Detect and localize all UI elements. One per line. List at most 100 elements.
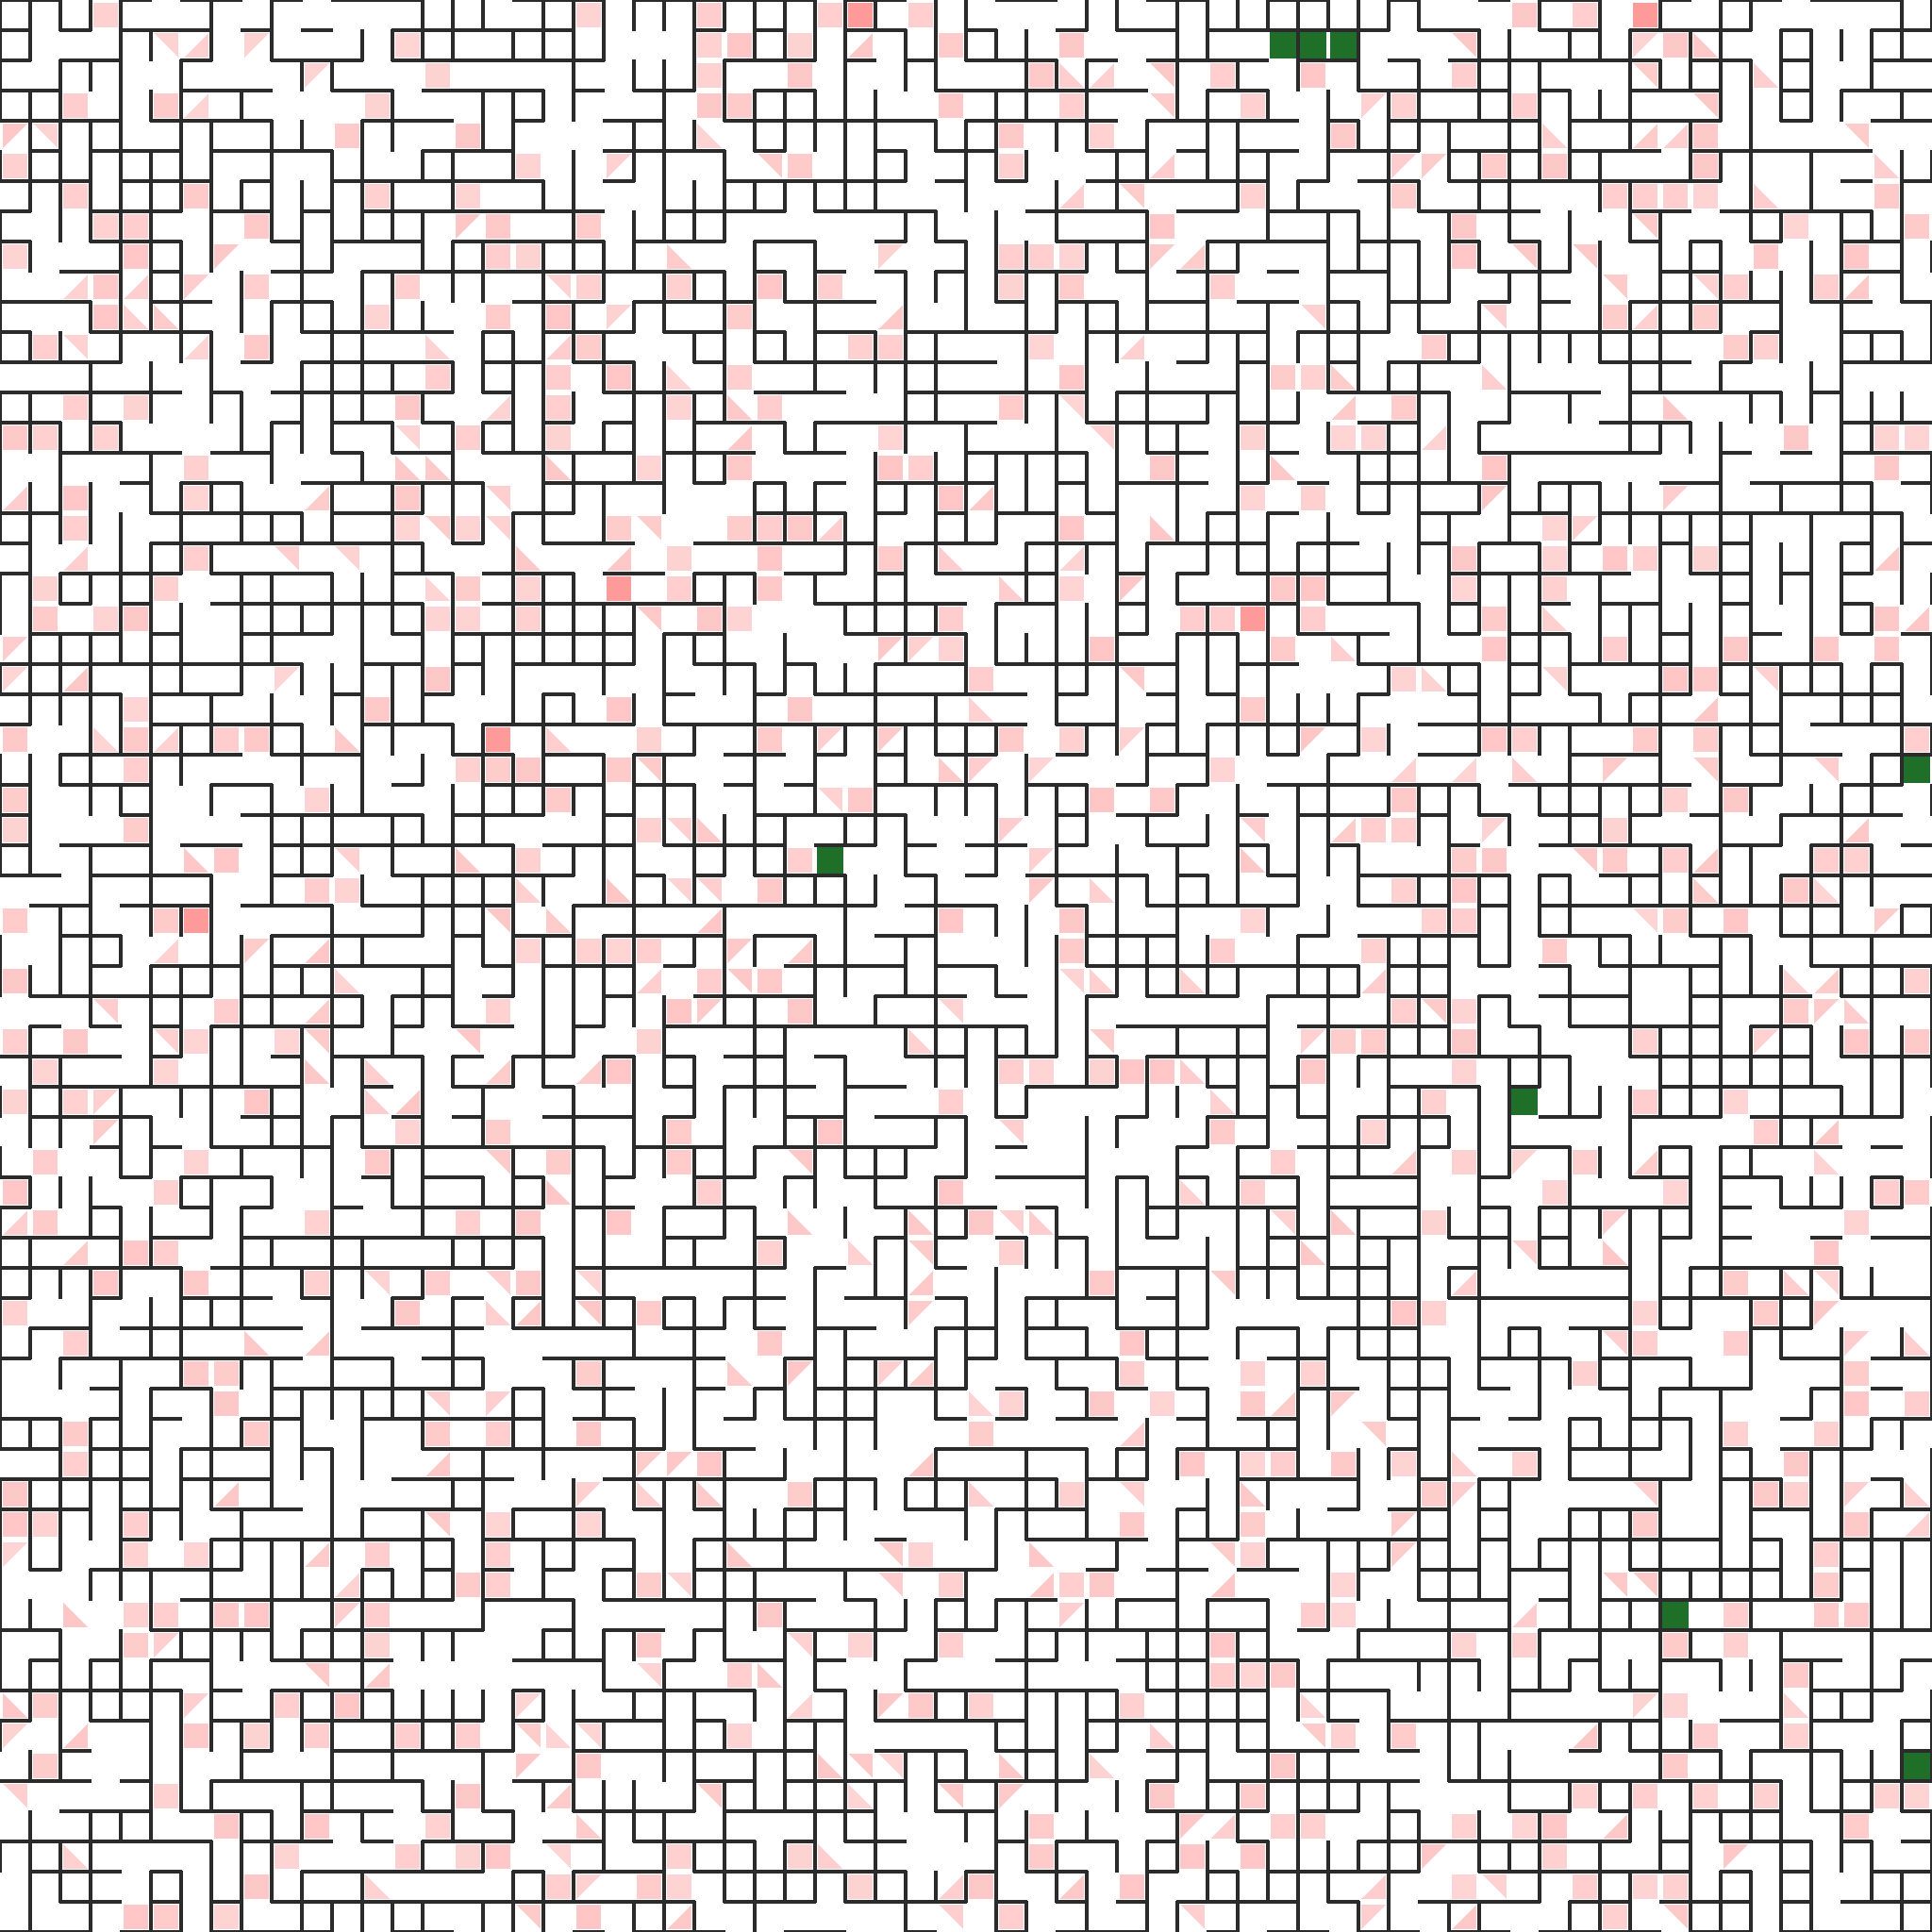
wall-horizontal (1478, 813, 1510, 817)
wall-horizontal (361, 270, 393, 274)
visited-cell (848, 1754, 873, 1778)
wall-horizontal (1448, 481, 1480, 485)
wall-horizontal (844, 1175, 876, 1179)
wall-horizontal (633, 1930, 665, 1932)
wall-horizontal (271, 1900, 303, 1904)
wall-horizontal (271, 1387, 303, 1391)
green-cell[interactable] (817, 847, 843, 874)
wall-horizontal (1207, 1900, 1239, 1904)
visited-cell (516, 1693, 541, 1718)
wall-vertical (1024, 633, 1028, 665)
wall-horizontal (1327, 1900, 1359, 1904)
wall-horizontal (1086, 934, 1118, 938)
wall-vertical (481, 1569, 485, 1601)
wall-horizontal (59, 391, 92, 394)
wall-vertical (360, 1871, 364, 1903)
wall-horizontal (754, 149, 786, 153)
wall-horizontal (1659, 541, 1691, 545)
wall-vertical (934, 1629, 938, 1661)
wall-vertical (964, 422, 968, 454)
wall-vertical (1175, 1569, 1179, 1601)
wall-vertical (964, 1569, 968, 1601)
wall-vertical (1055, 935, 1058, 967)
wall-horizontal (0, 1447, 31, 1451)
visited-cell (1391, 1150, 1416, 1174)
visited-cell (63, 516, 88, 541)
wall-horizontal (180, 28, 212, 32)
wall-horizontal (1297, 964, 1329, 968)
visited-cell (1603, 848, 1627, 873)
green-cell[interactable] (1511, 1089, 1538, 1115)
wall-vertical (179, 1750, 183, 1782)
visited-cell (1331, 425, 1356, 450)
wall-horizontal (1659, 1568, 1691, 1572)
wall-vertical (843, 1448, 847, 1480)
wall-vertical (723, 965, 726, 997)
wall-vertical (28, 814, 32, 846)
visited-cell (335, 848, 359, 873)
wall-vertical (1175, 1297, 1179, 1329)
wall-vertical (89, 59, 92, 92)
green-cell[interactable] (1330, 32, 1357, 58)
wall-vertical (632, 995, 636, 1027)
wall-vertical (511, 120, 515, 152)
wall-horizontal (1448, 1930, 1480, 1932)
wall-horizontal (1750, 1507, 1782, 1511)
wall-horizontal (693, 451, 725, 455)
wall-horizontal (150, 632, 182, 636)
wall-horizontal (905, 1658, 937, 1662)
wall-vertical (89, 633, 92, 665)
wall-horizontal (59, 934, 92, 938)
wall-vertical (964, 452, 968, 484)
visited-cell (1693, 124, 1718, 148)
wall-horizontal (1629, 874, 1661, 877)
wall-horizontal (241, 1417, 273, 1421)
visited-cell (1391, 667, 1416, 691)
wall-vertical (89, 301, 92, 333)
wall-horizontal (361, 1175, 393, 1179)
green-cell[interactable] (1270, 32, 1296, 58)
wall-horizontal (1327, 1266, 1359, 1270)
wall-horizontal (573, 1115, 605, 1119)
wall-horizontal (1539, 1779, 1571, 1783)
wall-vertical (451, 1297, 455, 1329)
green-cell[interactable] (1904, 1753, 1930, 1779)
wall-vertical (481, 814, 485, 846)
wall-horizontal (1840, 934, 1873, 938)
wall-vertical (753, 29, 757, 61)
visited-cell (1814, 758, 1839, 782)
wall-vertical (330, 482, 334, 514)
visited-cell (999, 818, 1024, 842)
wall-vertical (58, 1116, 62, 1148)
wall-horizontal (271, 753, 303, 757)
visited-cell (124, 727, 148, 752)
wall-vertical (541, 1569, 545, 1601)
wall-vertical (1175, 1629, 1179, 1661)
wall-vertical (1024, 1327, 1028, 1359)
visited-cell (1663, 1754, 1688, 1778)
wall-horizontal (784, 1417, 816, 1421)
wall-horizontal (844, 723, 876, 726)
wall-horizontal (1056, 904, 1088, 908)
green-cell[interactable] (1904, 757, 1930, 783)
wall-vertical (58, 331, 62, 363)
wall-horizontal (331, 1719, 363, 1723)
wall-horizontal (1569, 1507, 1601, 1511)
wall-vertical (723, 1810, 726, 1842)
visited-cell (1844, 818, 1869, 842)
visited-cell (33, 1754, 58, 1778)
visited-cell (576, 1814, 601, 1839)
wall-vertical (360, 935, 364, 967)
wall-vertical (209, 1418, 213, 1450)
green-cell[interactable] (1300, 32, 1326, 58)
visited-cell (1331, 1029, 1356, 1054)
wall-vertical (330, 1629, 334, 1661)
visited-cell (516, 244, 541, 269)
green-cell[interactable] (1662, 1602, 1689, 1628)
wall-vertical (541, 1901, 545, 1932)
wall-horizontal (241, 28, 273, 32)
wall-horizontal (1690, 1779, 1722, 1783)
wall-horizontal (90, 1266, 122, 1270)
wall-vertical (179, 512, 183, 544)
